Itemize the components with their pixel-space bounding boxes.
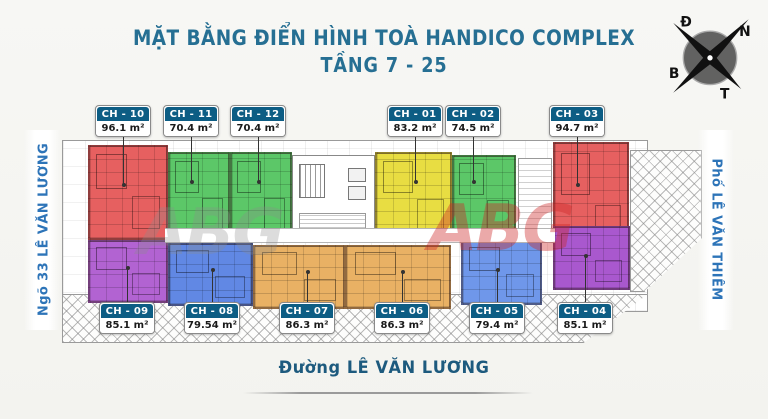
compass-point-nw bbox=[673, 22, 714, 62]
street-underline bbox=[243, 392, 533, 394]
unit-label-ch01: CH - 01 83.2 m² bbox=[387, 105, 443, 137]
page-title: MẶT BẰNG ĐIỂN HÌNH TOÀ HANDICO COMPLEX bbox=[132, 26, 636, 50]
compass-point-sw bbox=[673, 54, 714, 93]
unit-label-ch06: CH - 06 86.3 m² bbox=[374, 302, 430, 334]
unit-id: CH - 07 bbox=[281, 304, 333, 318]
leader-line-ch12 bbox=[256, 137, 261, 184]
unit-block-ch04 bbox=[553, 226, 630, 290]
unit-label-ch05: CH - 05 79.4 m² bbox=[469, 302, 525, 334]
unit-block-ch08 bbox=[168, 243, 253, 306]
lobby-hall bbox=[299, 213, 366, 229]
compass-label-east: Đ bbox=[680, 15, 692, 31]
compass-label-west: T bbox=[720, 86, 730, 102]
unit-id: CH - 12 bbox=[232, 107, 284, 121]
unit-label-ch04: CH - 04 85.1 m² bbox=[557, 302, 613, 334]
unit-label-ch08: CH - 08 79.54 m² bbox=[184, 302, 240, 334]
elevator-icon bbox=[348, 168, 366, 182]
header: MẶT BẰNG ĐIỂN HÌNH TOÀ HANDICO COMPLEX T… bbox=[0, 26, 768, 77]
unit-block-ch09 bbox=[88, 240, 168, 303]
leader-line-ch01 bbox=[413, 137, 418, 184]
unit-label-ch12: CH - 12 70.4 m² bbox=[230, 105, 286, 137]
leader-line-ch02 bbox=[471, 137, 476, 184]
unit-area: 83.2 m² bbox=[388, 122, 442, 136]
unit-label-ch03: CH - 03 94.7 m² bbox=[549, 105, 605, 137]
unit-area: 96.1 m² bbox=[96, 122, 150, 136]
compass-point-ne bbox=[706, 19, 749, 62]
unit-id: CH - 08 bbox=[186, 304, 238, 318]
street-label-bottom: Đường LÊ VĂN LƯƠNG bbox=[278, 358, 490, 378]
unit-block-ch11 bbox=[168, 152, 230, 239]
unit-id: CH - 10 bbox=[97, 107, 149, 121]
unit-area: 74.5 m² bbox=[446, 122, 500, 136]
leader-line-ch03 bbox=[575, 137, 580, 187]
street-band-right bbox=[698, 130, 734, 330]
unit-label-ch11: CH - 11 70.4 m² bbox=[163, 105, 219, 137]
leader-line-ch11 bbox=[189, 137, 194, 184]
unit-area: 85.1 m² bbox=[100, 319, 154, 333]
unit-id: CH - 04 bbox=[559, 304, 611, 318]
compass-rose: Đ N B T bbox=[669, 15, 751, 102]
compass-label-north: B bbox=[669, 66, 680, 82]
page-subtitle: TẦNG 7 - 25 bbox=[320, 53, 448, 77]
leader-line-ch08 bbox=[210, 268, 215, 303]
unit-label-ch10: CH - 10 96.1 m² bbox=[95, 105, 151, 137]
unit-label-ch09: CH - 09 85.1 m² bbox=[99, 302, 155, 334]
street-bottom-wrap: Đường LÊ VĂN LƯƠNG bbox=[0, 358, 768, 378]
unit-id: CH - 01 bbox=[389, 107, 441, 121]
unit-area: 79.4 m² bbox=[470, 319, 524, 333]
unit-area: 70.4 m² bbox=[231, 122, 285, 136]
unit-label-ch07: CH - 07 86.3 m² bbox=[279, 302, 335, 334]
unit-block-ch05 bbox=[461, 240, 542, 305]
compass-point-se bbox=[706, 54, 742, 90]
unit-area: 85.1 m² bbox=[558, 319, 612, 333]
unit-label-ch02: CH - 02 74.5 m² bbox=[445, 105, 501, 137]
unit-id: CH - 06 bbox=[376, 304, 428, 318]
leader-line-ch06 bbox=[400, 270, 405, 303]
unit-id: CH - 09 bbox=[101, 304, 153, 318]
unit-block-ch07 bbox=[253, 245, 345, 309]
unit-id: CH - 03 bbox=[551, 107, 603, 121]
leader-line-ch07 bbox=[305, 270, 310, 303]
leader-line-ch10 bbox=[121, 137, 126, 187]
unit-block-ch06 bbox=[345, 245, 451, 309]
terrace-hatch-right bbox=[630, 150, 702, 292]
unit-area: 86.3 m² bbox=[280, 319, 334, 333]
unit-area: 70.4 m² bbox=[164, 122, 218, 136]
unit-id: CH - 11 bbox=[165, 107, 217, 121]
secondary-stair-core bbox=[518, 158, 552, 238]
building-core bbox=[292, 155, 375, 238]
street-label-left: Ngõ 33 LÊ VĂN LƯƠNG bbox=[36, 142, 52, 317]
street-band-left bbox=[24, 130, 60, 330]
compass-hub bbox=[706, 54, 714, 62]
leader-line-ch04 bbox=[583, 254, 588, 303]
leader-line-ch09 bbox=[125, 266, 130, 303]
corridor bbox=[165, 228, 555, 243]
unit-area: 86.3 m² bbox=[375, 319, 429, 333]
unit-block-ch01 bbox=[375, 152, 452, 240]
elevator-icon bbox=[348, 186, 366, 200]
unit-id: CH - 02 bbox=[447, 107, 499, 121]
unit-id: CH - 05 bbox=[471, 304, 523, 318]
unit-block-ch12 bbox=[230, 152, 292, 239]
leader-line-ch05 bbox=[495, 268, 500, 303]
compass-label-south: N bbox=[739, 24, 751, 40]
unit-area: 79.54 m² bbox=[185, 319, 239, 333]
unit-area: 94.7 m² bbox=[550, 122, 604, 136]
unit-block-ch10 bbox=[88, 145, 168, 240]
street-label-right: Phố LÊ VĂN THIÊM bbox=[708, 158, 724, 301]
stairs-icon bbox=[299, 164, 325, 198]
unit-block-ch02 bbox=[452, 155, 516, 240]
